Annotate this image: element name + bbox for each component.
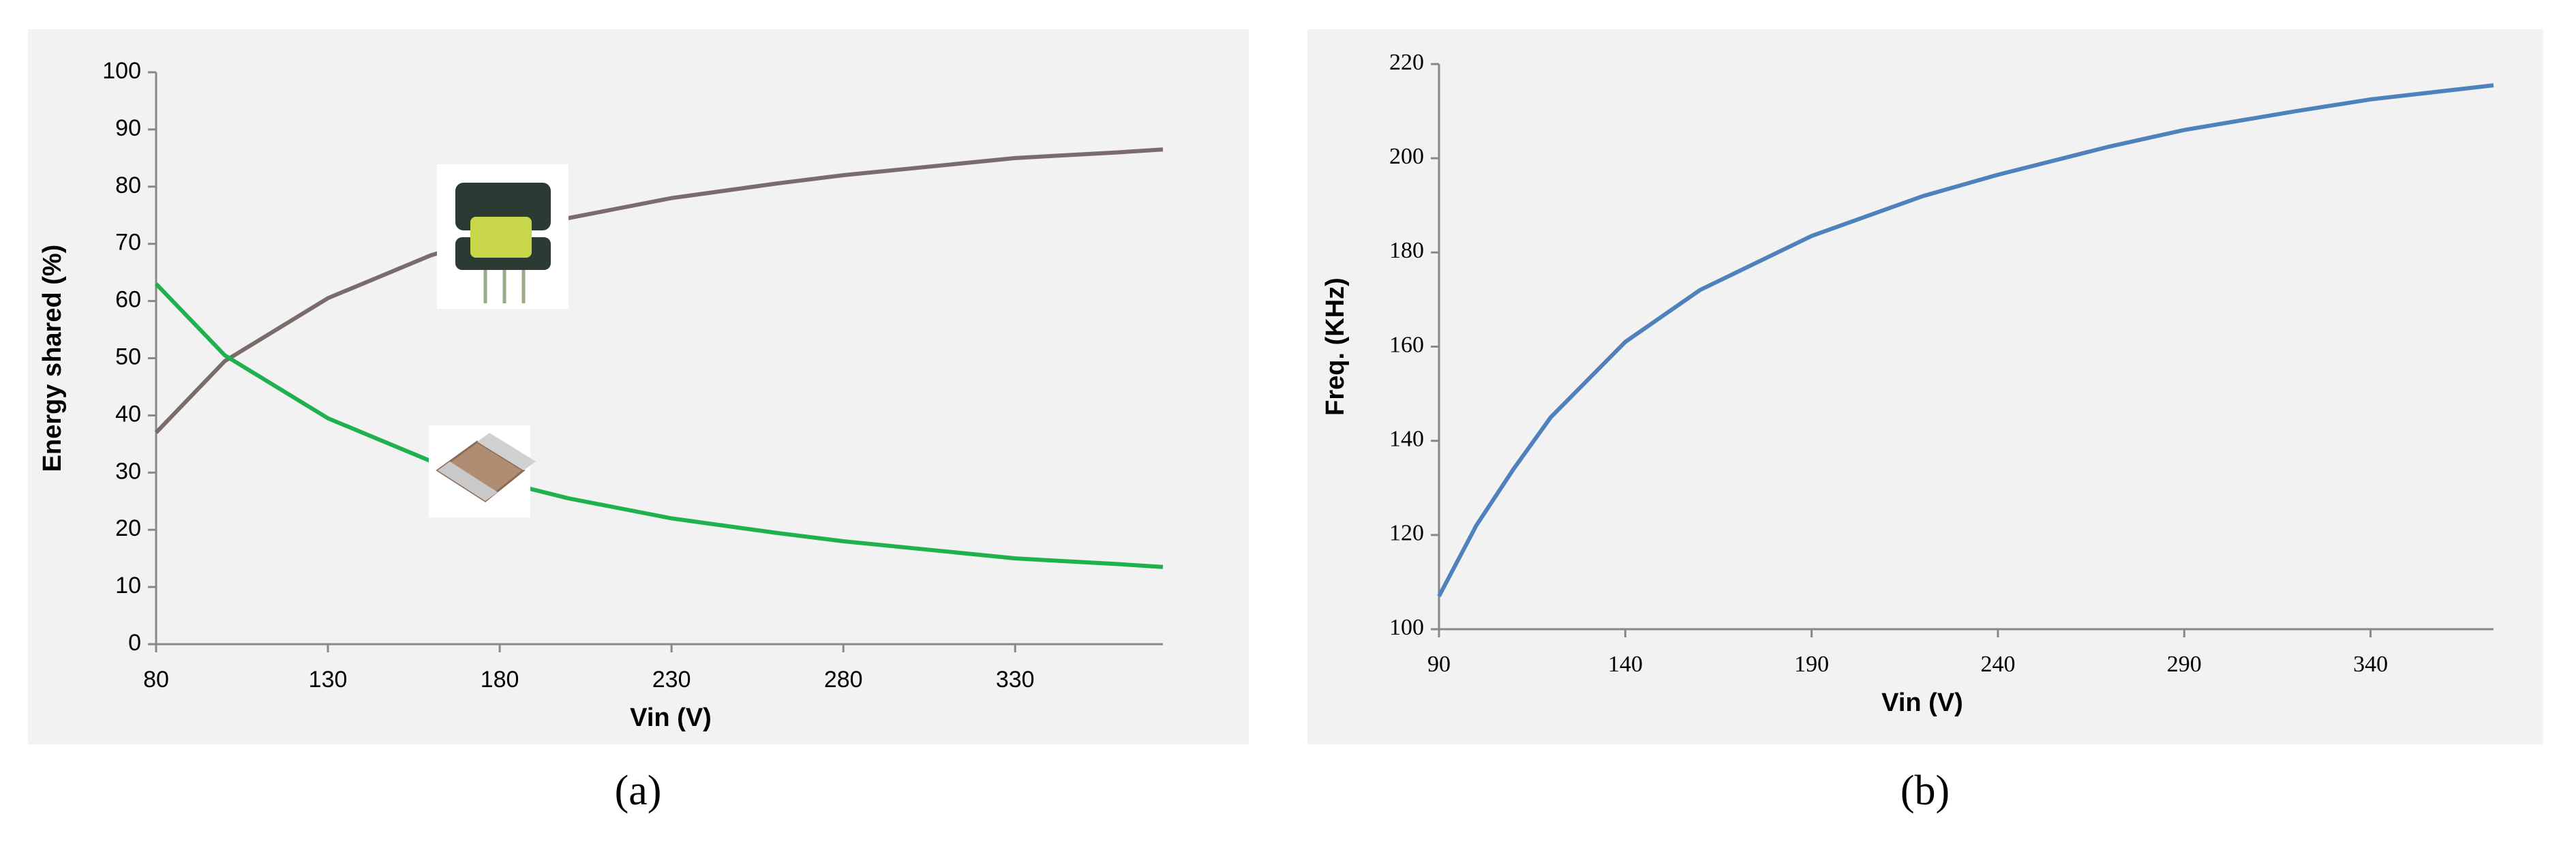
y-tick-label: 90 bbox=[115, 115, 141, 141]
y-tick-label: 50 bbox=[115, 344, 141, 369]
y-tick-label: 220 bbox=[1389, 50, 1424, 75]
y-tick-label: 180 bbox=[1389, 238, 1424, 263]
x-axis-title: Vin (V) bbox=[1881, 688, 1963, 717]
y-tick-label: 100 bbox=[102, 58, 141, 84]
capacitor-terminal bbox=[438, 461, 498, 501]
panel-label: (a) bbox=[615, 768, 662, 814]
x-tick-label: 90 bbox=[1427, 652, 1451, 677]
x-tick-label: 180 bbox=[481, 667, 519, 693]
y-tick-label: 70 bbox=[115, 230, 141, 256]
x-tick-label: 230 bbox=[652, 667, 691, 693]
y-tick-label: 200 bbox=[1389, 144, 1424, 169]
y-tick-label: 60 bbox=[115, 287, 141, 313]
y-tick-label: 20 bbox=[115, 515, 141, 541]
x-axis-title: Vin (V) bbox=[630, 703, 712, 732]
data-line bbox=[154, 147, 1164, 434]
y-tick-label: 80 bbox=[115, 172, 141, 198]
y-tick-label: 160 bbox=[1389, 332, 1424, 357]
transformer-coil bbox=[470, 217, 532, 258]
data-line bbox=[154, 282, 1164, 569]
x-tick-label: 130 bbox=[309, 667, 348, 693]
y-tick-label: 0 bbox=[128, 630, 141, 656]
x-tick-label: 80 bbox=[143, 667, 169, 693]
y-axis-title: Energy shared (%) bbox=[38, 245, 67, 472]
y-tick-label: 30 bbox=[115, 458, 141, 484]
x-tick-label: 240 bbox=[1980, 652, 2015, 677]
y-tick-label: 140 bbox=[1389, 426, 1424, 451]
y-tick-label: 40 bbox=[115, 401, 141, 427]
x-tick-label: 280 bbox=[824, 667, 863, 693]
y-tick-label: 100 bbox=[1389, 615, 1424, 640]
x-tick-label: 140 bbox=[1608, 652, 1643, 677]
capacitor-terminal bbox=[477, 433, 536, 470]
x-tick-label: 340 bbox=[2353, 652, 2388, 677]
panel-b-background bbox=[1307, 29, 2543, 744]
x-tick-label: 290 bbox=[2167, 652, 2202, 677]
y-tick-label: 120 bbox=[1389, 521, 1424, 546]
panel-label: (b) bbox=[1900, 768, 1950, 814]
y-axis-title: Freq. (KHz) bbox=[1321, 277, 1350, 416]
x-tick-label: 190 bbox=[1794, 652, 1829, 677]
y-tick-label: 10 bbox=[115, 573, 141, 599]
component-icons bbox=[429, 164, 569, 517]
panel-a-background bbox=[28, 29, 1249, 744]
x-tick-label: 330 bbox=[996, 667, 1035, 693]
data-line bbox=[1437, 83, 2494, 598]
